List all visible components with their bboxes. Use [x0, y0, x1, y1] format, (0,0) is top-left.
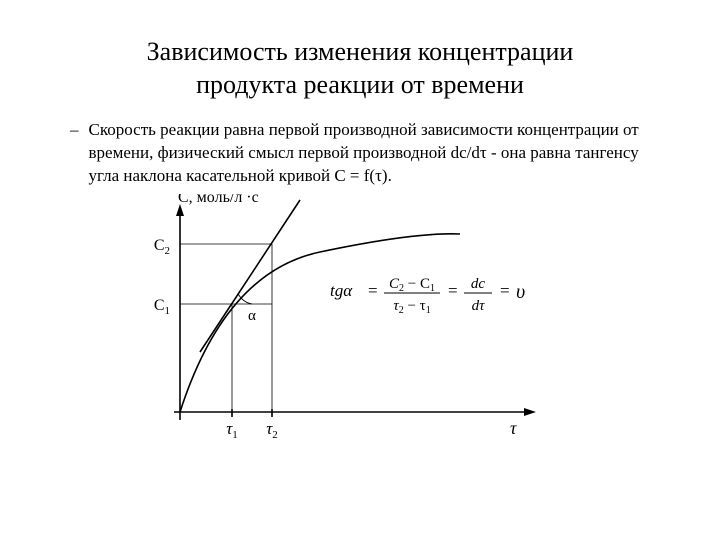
x-tick-tau1: τ1	[226, 419, 238, 441]
x-tick-tau2: τ2	[266, 419, 278, 441]
x-axis-arrow	[524, 408, 536, 416]
concentration-curve	[180, 234, 460, 412]
title-line-1: Зависимость изменения концентрации	[147, 37, 574, 66]
svg-text:=: =	[448, 281, 458, 300]
svg-text:υ: υ	[516, 281, 525, 303]
y-tick-c1: C1	[154, 297, 170, 317]
concentration-time-chart: C, моль/л ·с τ C1 C2 τ1 τ2	[120, 194, 600, 444]
slide-title: Зависимость изменения концентрации проду…	[50, 36, 670, 101]
svg-text:dc: dc	[471, 276, 486, 292]
svg-text:dτ: dτ	[472, 298, 486, 314]
svg-text:=: =	[368, 281, 378, 300]
svg-text:=: =	[500, 281, 510, 300]
svg-text:C2 − C1: C2 − C1	[389, 276, 435, 294]
bullet-marker: –	[70, 119, 89, 142]
y-axis-label: C, моль/л ·с	[178, 194, 259, 206]
svg-text:tgα: tgα	[330, 281, 353, 300]
chart-container: C, моль/л ·с τ C1 C2 τ1 τ2	[50, 194, 670, 444]
bullet-text: Скорость реакции равна первой производно…	[89, 119, 661, 188]
tangent-line	[200, 200, 300, 352]
alpha-label: α	[248, 308, 256, 324]
bullet-item: – Скорость реакции равна первой производ…	[70, 119, 660, 188]
title-line-2: продукта реакции от времени	[196, 70, 524, 99]
slide: Зависимость изменения концентрации проду…	[0, 0, 720, 540]
x-axis-label: τ	[510, 418, 517, 438]
y-tick-c2: C2	[154, 237, 170, 257]
formula: tgα = C2 − C1 τ2 − τ1 = dc dτ	[330, 276, 525, 316]
svg-text:τ2 − τ1: τ2 − τ1	[393, 298, 430, 316]
